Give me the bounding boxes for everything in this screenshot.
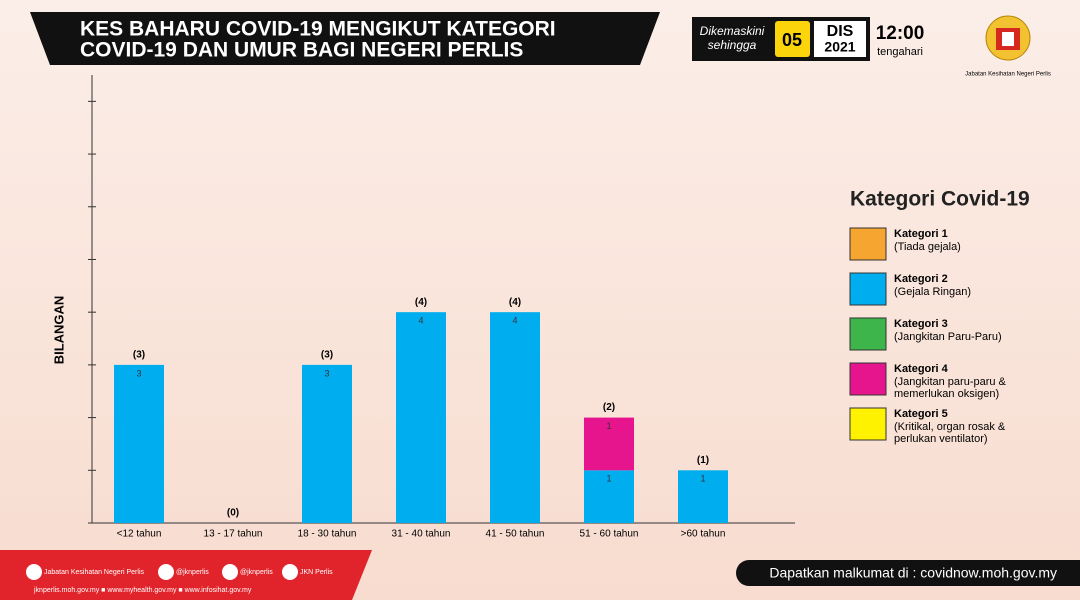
value-label: 1 xyxy=(606,474,611,484)
info-band xyxy=(736,560,1080,586)
legend-swatch xyxy=(849,272,887,306)
bar-segment xyxy=(490,312,540,523)
bar-segment xyxy=(302,364,352,523)
total-label: (3) xyxy=(321,350,333,361)
month: DIS xyxy=(827,23,854,40)
legend-description: (Kritikal, organ rosak & xyxy=(894,421,1006,433)
value-label: 4 xyxy=(418,316,423,326)
info: Dapatkan malkumat di : covidnow.moh.gov.… xyxy=(769,565,1057,581)
legend-name: Kategori 5 xyxy=(894,408,948,420)
total-label: (4) xyxy=(415,297,427,308)
legend-description: memerlukan oksigen) xyxy=(894,388,999,400)
day: 05 xyxy=(782,30,802,50)
bar-segment xyxy=(584,417,634,471)
bar-segment xyxy=(584,470,634,523)
value-label: 3 xyxy=(136,368,141,378)
updated-label: Dikemaskini xyxy=(700,24,765,38)
title-line: KES BAHARU COVID-19 MENGIKUT KATEGORI xyxy=(80,18,556,41)
month-box xyxy=(814,21,866,57)
x-tick-label: 31 - 40 tahun xyxy=(392,529,451,540)
bar-segment xyxy=(114,364,164,523)
x-tick-label: 18 - 30 tahun xyxy=(298,529,357,540)
x-tick-label: >60 tahun xyxy=(681,529,726,540)
y-axis-label: BILANGAN xyxy=(51,296,66,365)
x-tick-label: 13 - 17 tahun xyxy=(204,529,263,540)
legend-title: Kategori Covid-19 xyxy=(850,188,1030,211)
legend-description: perlukan ventilator) xyxy=(894,433,988,445)
legend-description: (Jangkitan paru-paru & xyxy=(894,376,1007,388)
footer-icons xyxy=(26,564,298,580)
time: 12:00 xyxy=(876,23,925,44)
legend-description: (Jangkitan Paru-Paru) xyxy=(894,331,1002,343)
legend-description: (Tiada gejala) xyxy=(894,241,961,253)
legend-name: Kategori 2 xyxy=(894,273,948,285)
legend-swatch xyxy=(849,317,887,351)
legend-swatch xyxy=(849,227,887,261)
total-label: (3) xyxy=(133,350,145,361)
bar-segment xyxy=(396,312,446,523)
x-tick-label: <12 tahun xyxy=(117,529,162,540)
social: Jabatan Kesihatan Negeri Perlis xyxy=(44,569,145,576)
day-box xyxy=(775,21,810,57)
value-label: 1 xyxy=(700,474,705,484)
x-tick-label: 41 - 50 tahun xyxy=(486,529,545,540)
footer-band xyxy=(0,550,372,600)
social: JKN Perlis xyxy=(300,569,333,576)
title-band xyxy=(30,12,660,65)
legend-swatch xyxy=(849,362,887,396)
value-label: 4 xyxy=(512,316,517,326)
legend-swatch xyxy=(849,407,887,441)
value-label: 1 xyxy=(606,421,611,431)
legend-name: Kategori 1 xyxy=(894,228,948,240)
value-label: 3 xyxy=(324,368,329,378)
legend-name: Kategori 3 xyxy=(894,318,948,330)
period: tengahari xyxy=(877,46,923,58)
social: @jknperlis xyxy=(240,569,273,576)
websites: jknperlis.moh.gov.my ■ www.myhealth.gov.… xyxy=(33,587,252,594)
legend-name: Kategori 4 xyxy=(894,363,949,375)
updated-label: sehingga xyxy=(708,38,757,52)
title-line: COVID-19 DAN UMUR BAGI NEGERI PERLIS xyxy=(80,39,523,62)
total-label: (2) xyxy=(603,402,615,413)
total-label: (4) xyxy=(509,297,521,308)
total-label: (0) xyxy=(227,508,239,519)
year: 2021 xyxy=(824,39,855,55)
social: @jknperlis xyxy=(176,569,209,576)
bar-segment xyxy=(678,470,728,523)
x-tick-label: 51 - 60 tahun xyxy=(580,529,639,540)
agency: Jabatan Kesihatan Negeri Perlis xyxy=(965,72,1051,78)
legend-description: (Gejala Ringan) xyxy=(894,286,971,298)
logo xyxy=(985,15,1031,61)
total-label: (1) xyxy=(697,455,709,466)
